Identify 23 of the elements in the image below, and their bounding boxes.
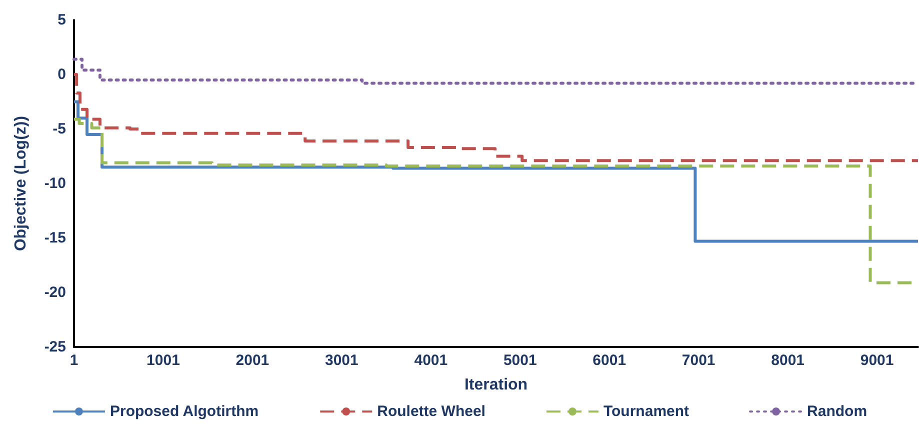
x-tick-label: 2001 — [236, 352, 270, 369]
y-tick-label: 0 — [58, 66, 66, 83]
x-tick-label: 6001 — [592, 352, 626, 369]
y-tick-label: -10 — [44, 175, 66, 192]
y-tick-label: 5 — [58, 12, 66, 28]
y-tick-label: -20 — [44, 284, 66, 301]
x-axis-title: Iteration — [464, 376, 528, 394]
x-tick-label: 5001 — [503, 352, 537, 369]
x-tick-label: 4001 — [414, 352, 448, 369]
legend-label: Random — [807, 403, 868, 420]
x-tick-label: 3001 — [324, 352, 358, 369]
y-tick-label: -25 — [44, 338, 66, 356]
y-tick-label: -5 — [52, 120, 66, 138]
legend-label: Tournament — [603, 403, 690, 420]
y-axis-title: Objective (Log(z)) — [12, 116, 30, 252]
legend-label: Proposed Algotirthm — [110, 403, 259, 420]
x-tick-label: 9001 — [860, 352, 894, 369]
x-tick-label: 8001 — [771, 352, 805, 369]
x-tick-label: 1001 — [146, 352, 180, 369]
legend-label: Roulette Wheel — [377, 403, 486, 420]
x-tick-label: 1 — [70, 352, 78, 369]
y-tick-label: -15 — [44, 230, 66, 246]
x-tick-label: 7001 — [682, 352, 716, 369]
